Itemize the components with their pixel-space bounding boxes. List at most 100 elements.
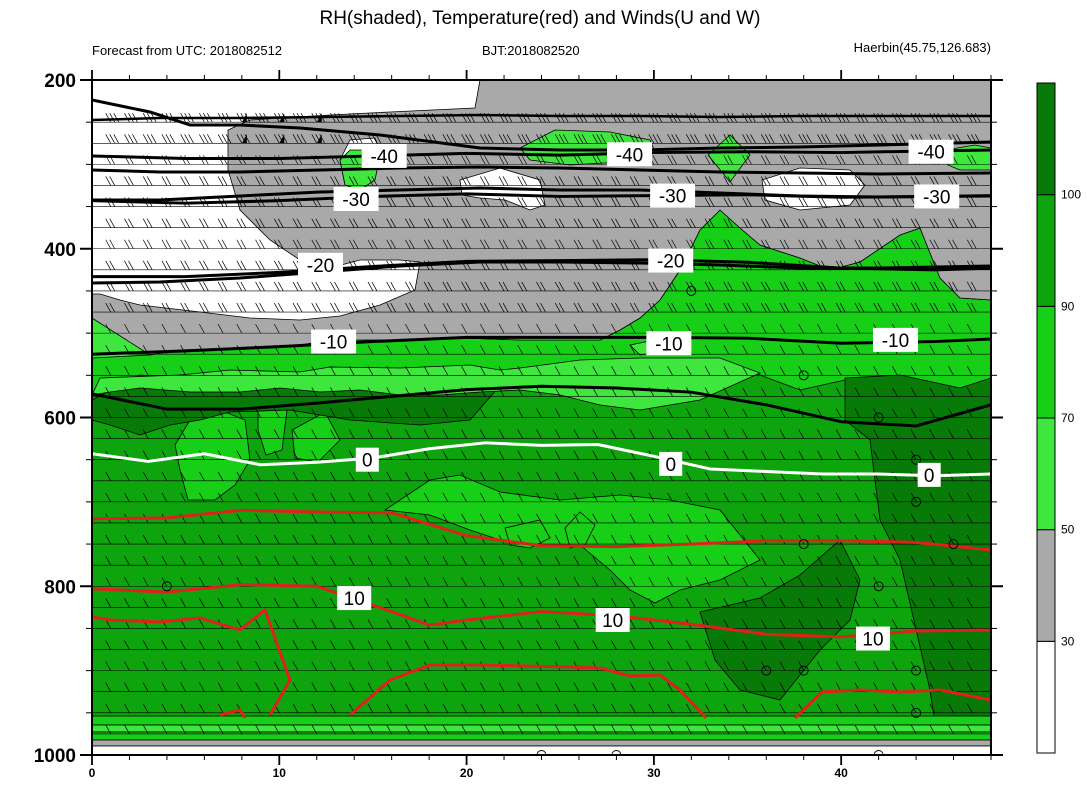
wind-barb: [273, 323, 280, 334]
wind-barb: [199, 724, 205, 735]
wind-barb: [948, 619, 954, 629]
wind-barb: [536, 513, 542, 524]
wind-barb: [573, 555, 580, 566]
wind-barb: [629, 471, 636, 481]
wind-barb: [273, 176, 284, 186]
wind-barb: [948, 577, 954, 587]
wind-barb: [255, 640, 261, 650]
wind-barb: [124, 429, 130, 439]
wind-barb: [161, 703, 168, 713]
wind-barb: [723, 408, 730, 418]
wind-barb: [367, 492, 374, 503]
wind-barb: [948, 387, 954, 397]
wind-barb: [199, 555, 205, 566]
wind-barb: [779, 408, 786, 418]
wind-barb: [386, 387, 392, 397]
wind-barb: [854, 555, 861, 566]
wind-barb: [929, 323, 936, 334]
wind-barb: [910, 724, 917, 735]
calm-wind-circle: [686, 285, 697, 296]
wind-barb: [199, 661, 205, 671]
wind-barb: [611, 555, 617, 566]
wind-barb: [423, 218, 434, 228]
wind-barb: [199, 534, 205, 545]
calm-wind-circle: [873, 412, 884, 423]
wind-barb: [255, 260, 265, 271]
wind-barb: [554, 471, 561, 481]
wind-barb: [423, 239, 434, 249]
colorbar-bin: [1036, 417, 1056, 531]
wind-barb: [554, 176, 565, 186]
wind-barb: [498, 302, 509, 313]
wind-barb: [124, 534, 130, 545]
wind-barb: [704, 366, 711, 376]
isotherm-line: [92, 148, 991, 160]
contour-label-text: 10: [862, 630, 883, 651]
wind-barb: [835, 323, 842, 334]
wind-barb: [105, 239, 116, 249]
wind-barb: [798, 577, 805, 587]
wind-barb: [854, 113, 869, 123]
wind-barb: [835, 134, 850, 144]
wind-barb: [442, 450, 449, 460]
wind-barb: [236, 429, 243, 439]
colorbar-bin: [1036, 305, 1056, 419]
wind-barb: [105, 218, 116, 228]
wind-barb: [105, 387, 112, 397]
wind-barb: [461, 534, 467, 545]
wind-barb: [423, 197, 434, 207]
wind-barb: [892, 366, 898, 376]
wind-barb: [629, 640, 636, 650]
contour-label: -10: [872, 327, 918, 352]
wind-barb: [667, 366, 673, 376]
wind-barb: [498, 429, 505, 439]
wind-barb: [873, 492, 879, 503]
wind-barb: [798, 239, 809, 249]
wind-barb: [199, 323, 205, 334]
wind-barb: [948, 323, 954, 334]
wind-barb: [180, 239, 190, 249]
contour-label-text: 10: [344, 589, 365, 610]
wind-barb: [573, 598, 580, 608]
wind-barb: [798, 281, 809, 292]
wind-barb: [311, 661, 318, 671]
wind-barb: [348, 513, 355, 524]
wind-barb: [817, 281, 827, 292]
wind-barb: [723, 155, 734, 165]
colorbar-tick-label: 30: [1061, 634, 1075, 648]
wind-barb: [892, 598, 898, 608]
wind-barb: [236, 598, 243, 608]
wind-barb: [573, 302, 584, 313]
wind-barb: [330, 724, 336, 735]
wind-barb: [554, 492, 561, 503]
wind-barb: [330, 429, 336, 439]
wind-barb: [536, 281, 546, 292]
wind-barb: [779, 429, 786, 439]
wind-barb: [423, 640, 430, 650]
wind-barb: [892, 197, 902, 207]
wind-barb: [255, 323, 261, 334]
wind-barb: [180, 703, 186, 713]
wind-barb: [199, 619, 205, 629]
wind-barb: [536, 345, 542, 355]
wind-barb: [742, 302, 752, 313]
wind-barb: [386, 703, 392, 713]
wind-barb: [273, 387, 280, 397]
wind-barb: [405, 323, 411, 334]
wind-barb: [704, 134, 719, 144]
wind-barb: [873, 429, 879, 439]
wind-barb: [386, 323, 392, 334]
wind-barb: [367, 218, 378, 228]
wind-barb: [835, 197, 846, 207]
wind-barb: [892, 176, 902, 186]
wind-barb: [536, 302, 546, 313]
wind-barb: [892, 218, 902, 228]
wind-barb: [686, 492, 692, 503]
wind-barb: [573, 323, 580, 334]
wind-barb: [423, 513, 430, 524]
wind-barb: [817, 345, 823, 355]
contour-label-text: 0: [362, 451, 373, 472]
wind-barb: [573, 218, 584, 228]
wind-barb: [442, 492, 449, 503]
wind-barb: [854, 218, 865, 228]
